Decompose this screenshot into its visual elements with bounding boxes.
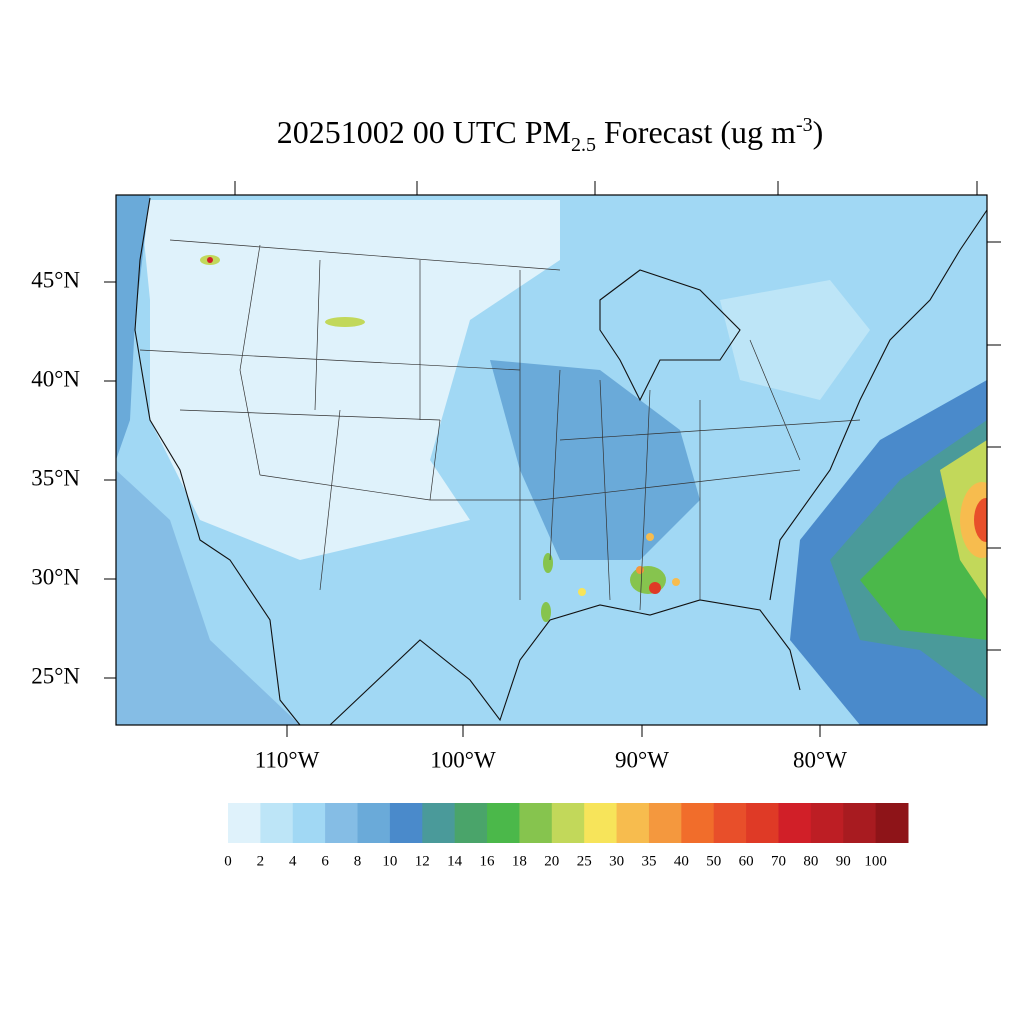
title-superscript: -3	[796, 114, 813, 136]
colorbar-box	[325, 803, 359, 843]
field-plume-2	[974, 498, 987, 542]
lon-label: 100°W	[430, 747, 496, 772]
coastline-east	[769, 209, 987, 601]
colorbar-label: 30	[609, 853, 624, 869]
colorbar-box	[584, 803, 618, 843]
colorbar-box	[389, 803, 423, 843]
colorbar-label: 8	[354, 853, 362, 869]
colorbar: 0 2 4 6 8 10 12 14 16 18 20 25 30 35 40 50 60 70 80 90 100	[224, 803, 909, 869]
lat-label: 35°N	[31, 465, 80, 490]
colorbar-box	[875, 803, 909, 843]
colorbar-label: 18	[512, 853, 527, 869]
colorbar-box	[357, 803, 391, 843]
lon-label: 80°W	[793, 747, 847, 772]
colorbar-label: 16	[480, 853, 496, 869]
colorbar-label: 0	[224, 853, 232, 869]
spot	[672, 578, 680, 586]
colorbar-box	[487, 803, 520, 843]
colorbar-box	[519, 803, 553, 843]
spot	[578, 588, 586, 596]
field-southwest-sea	[116, 470, 300, 725]
colorbar-label: 40	[674, 853, 689, 869]
colorbar-box	[746, 803, 779, 843]
colorbar-label: 90	[836, 853, 851, 869]
colorbar-label: 35	[641, 853, 656, 869]
spot	[325, 317, 365, 327]
map-field	[116, 195, 987, 725]
colorbar-label: 6	[321, 853, 329, 869]
colorbar-label: 4	[289, 853, 297, 869]
lat-label: 25°N	[31, 663, 80, 688]
map-ticks: 45°N 40°N 35°N 30°N 25°N 110°W 100°W 90°W 80°W	[31, 181, 1001, 772]
lat-label: 30°N	[31, 564, 80, 589]
colorbar-label: 10	[382, 853, 397, 869]
colorbar-label: 20	[544, 853, 559, 869]
title-main: 20251002 00 UTC PM	[277, 114, 571, 150]
title: 20251002 00 UTC PM2.5 Forecast (ug m-3)	[277, 114, 824, 156]
coastline-gulf	[329, 599, 801, 725]
colorbar-box	[616, 803, 650, 843]
colorbar-label: 80	[803, 853, 818, 869]
title-close: )	[813, 114, 824, 150]
colorbar-box	[228, 803, 261, 843]
state-lines	[139, 239, 861, 611]
field-midwest	[490, 360, 700, 560]
colorbar-label: 70	[771, 853, 786, 869]
colorbar-box	[778, 803, 812, 843]
hot-spots	[200, 255, 680, 622]
spot	[646, 533, 654, 541]
title-after: Forecast (ug m	[596, 114, 796, 150]
colorbar-label: 14	[447, 853, 463, 869]
colorbar-label: 100	[864, 853, 887, 869]
colorbar-label: 12	[415, 853, 430, 869]
boundaries	[134, 197, 987, 725]
spot	[207, 257, 213, 263]
lon-label: 110°W	[255, 747, 320, 772]
colorbar-box	[454, 803, 488, 843]
lat-label: 45°N	[31, 267, 80, 292]
title-subscript: 2.5	[571, 134, 596, 156]
coastline-west	[134, 197, 301, 725]
field-clean-west	[140, 200, 560, 560]
field-pacific-band	[116, 195, 150, 460]
great-lakes	[599, 269, 741, 402]
colorbar-box	[681, 803, 715, 843]
lon-label: 90°W	[615, 747, 669, 772]
colorbar-box	[713, 803, 747, 843]
colorbar-box	[260, 803, 294, 843]
colorbar-label: 50	[706, 853, 721, 869]
colorbar-box	[843, 803, 877, 843]
colorbar-label: 2	[257, 853, 265, 869]
colorbar-box	[551, 803, 585, 843]
spot	[649, 582, 661, 594]
colorbar-box	[648, 803, 682, 843]
spot	[541, 602, 551, 622]
colorbar-box	[810, 803, 844, 843]
spot	[636, 566, 644, 574]
field-northeast	[720, 280, 870, 400]
colorbar-label: 25	[577, 853, 592, 869]
colorbar-box	[422, 803, 456, 843]
colorbar-label: 60	[739, 853, 754, 869]
colorbar-box	[292, 803, 326, 843]
spot	[543, 553, 553, 573]
lat-label: 40°N	[31, 366, 80, 391]
map-frame	[115, 194, 988, 726]
